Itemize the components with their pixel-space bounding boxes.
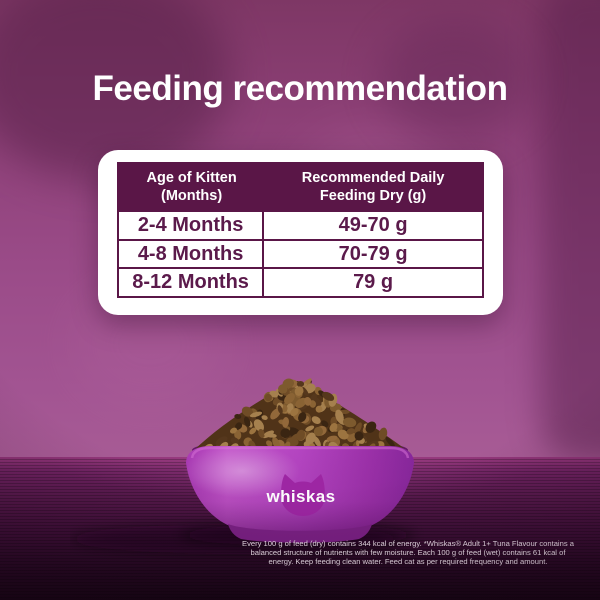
table-header-row: Age of Kitten (Months) Recommended Daily… [119,164,482,210]
header-age-line2: (Months) [160,188,223,204]
bowl-highlight [184,444,300,498]
header-age-line1: Age of Kitten [146,170,237,186]
bowl-base [228,524,372,543]
header-amount-line1: Recommended Daily [301,170,445,186]
table-row: 4-8 Months 70-79 g [119,238,482,268]
footnote: Every 100 g of feed (dry) contains 344 k… [219,539,597,566]
footnote-line: energy. Keep feeding clean water. Feed c… [268,557,548,566]
footnote-line: Every 100 g of feed (dry) contains 344 k… [242,539,574,548]
cat-food-bowl-scene: whiskas [70,378,416,554]
footnote-line: balanced structure of nutrients with few… [250,548,566,557]
table-row: 2-4 Months 49-70 g [119,210,482,239]
cell-amount: 79 g [353,271,394,294]
bowl-rim-highlight [190,446,410,459]
header-cell-amount: Recommended Daily Feeding Dry (g) [264,164,482,210]
cell-age: 4-8 Months [119,240,265,268]
header-amount-line2: Feeding Dry (g) [319,188,427,204]
table-row: 8-12 Months 79 g [119,267,482,297]
cell-age: 2-4 Months [119,212,265,239]
whiskas-wordmark: whiskas [266,487,336,506]
feeding-table: Age of Kitten (Months) Recommended Daily… [117,162,484,298]
cat-head-icon [281,474,325,516]
header-cell-age: Age of Kitten (Months) [119,164,264,210]
cell-amount: 70-79 g [338,242,408,265]
cell-age: 8-12 Months [119,269,265,297]
bokeh-shadow-blob [380,20,530,140]
cell-amount: 49-70 g [338,213,408,236]
bokeh-shadow-blob [540,0,600,460]
feeding-table-card: Age of Kitten (Months) Recommended Daily… [98,150,503,315]
page-title: Feeding recommendation [92,69,508,108]
